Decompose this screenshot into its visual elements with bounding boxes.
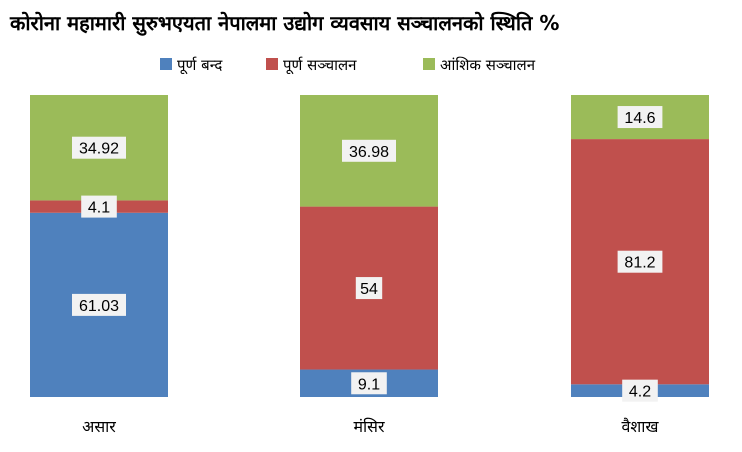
category-labels: असार मंसिर वैशाख: [82, 417, 659, 436]
data-label-2-2: 14.6: [624, 110, 655, 127]
legend-label-0: पूर्ण बन्द: [177, 56, 223, 75]
data-label-2-1: 81.2: [624, 255, 655, 272]
chart-title: कोरोना महामारी सुरुभएयता नेपालमा उद्योग …: [9, 11, 559, 36]
data-label-0-1: 4.1: [88, 200, 110, 217]
data-label-bg-1-1: [355, 277, 383, 300]
data-label-1-1: 54: [360, 281, 378, 298]
category-label-0: असार: [82, 417, 116, 436]
data-label-2-0: 4.2: [629, 384, 651, 401]
data-label-bg-2-1: [617, 250, 663, 273]
legend-swatch-1: [266, 58, 278, 70]
data-label-1-2: 36.98: [349, 144, 389, 161]
legend-swatch-0: [160, 58, 172, 70]
data-label-1-0: 9.1: [358, 376, 380, 393]
category-label-2: वैशाख: [621, 417, 659, 436]
legend: पूर्ण बन्द पूर्ण सञ्चालन आंशिक सञ्चालन: [160, 56, 536, 75]
data-label-bg-2-0: [622, 379, 658, 402]
data-label-0-0: 61.03: [79, 298, 119, 315]
legend-swatch-2: [423, 58, 435, 70]
data-label-bg-0-1: [81, 195, 117, 218]
data-label-bg-0-2: [72, 136, 126, 159]
category-label-1: मंसिर: [353, 417, 385, 436]
data-label-bg-2-2: [617, 106, 663, 129]
data-label-bg-0-0: [72, 293, 126, 316]
data-labels: 61.03 4.1 34.92 9.1 54 36.98 4.2 81.2 14.6: [72, 106, 663, 402]
data-label-bg-1-0: [351, 372, 387, 395]
legend-label-2: आंशिक सञ्चालन: [440, 56, 536, 74]
data-label-bg-1-2: [342, 139, 396, 162]
legend-label-1: पूर्ण सञ्चालन: [283, 56, 357, 75]
data-label-0-2: 34.92: [79, 141, 119, 158]
